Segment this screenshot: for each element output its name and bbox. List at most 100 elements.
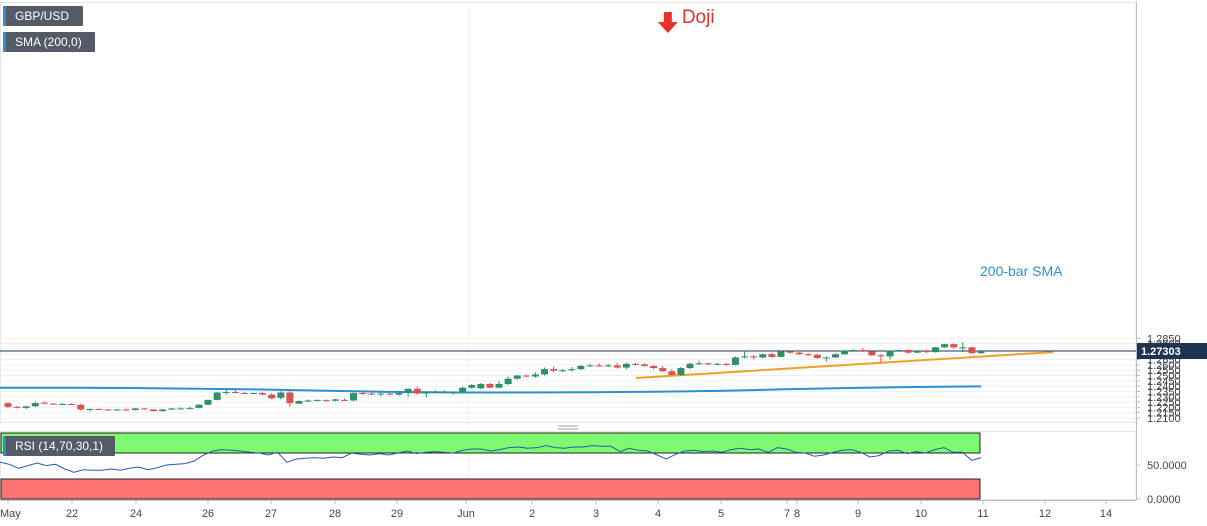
candle-body (741, 356, 749, 358)
candle (504, 376, 512, 386)
candle-body (431, 391, 439, 393)
candle-body (422, 391, 430, 394)
price-tag-text: 1.27303 (1141, 346, 1181, 358)
candle-body (459, 387, 467, 392)
y-tick-label: 1.2150 (1147, 408, 1181, 420)
rsi-oversold-band (0, 478, 981, 500)
candle-body (22, 406, 30, 408)
candle-body (340, 399, 348, 401)
candle (513, 374, 521, 380)
candle-body (759, 354, 767, 358)
symbol-label[interactable]: GBP/USD (3, 6, 83, 26)
candle-body (122, 409, 130, 411)
candle-body (450, 392, 458, 394)
candle (250, 392, 258, 395)
candle-body (904, 350, 912, 353)
candle-body (650, 365, 658, 369)
candle (204, 399, 212, 406)
candle-body (541, 369, 549, 375)
candle-body (404, 388, 412, 394)
candle (468, 384, 476, 389)
candle (440, 390, 448, 394)
candle (49, 403, 57, 405)
candle-body (631, 363, 639, 365)
candle-body (568, 369, 576, 371)
candle-body (877, 355, 885, 357)
candle (350, 392, 358, 402)
candle-body (222, 391, 230, 393)
candle-body (377, 393, 385, 395)
candle-body (704, 363, 712, 365)
candle-body (731, 357, 739, 365)
candle-body (968, 347, 976, 354)
candle-body (586, 365, 594, 367)
rsi-overbought-band (0, 432, 981, 454)
candle-body (722, 363, 730, 365)
candle-body (168, 408, 176, 410)
candle-body (4, 403, 12, 407)
candle (368, 392, 376, 396)
x-tick-label: 7 (784, 508, 790, 520)
rsi-line (0, 445, 982, 473)
candle (159, 408, 167, 412)
candle-body (40, 402, 48, 404)
candle-body (277, 392, 285, 398)
x-tick-label: 22 (66, 508, 78, 520)
candle (77, 403, 85, 411)
y-tick-label: 1.2500 (1147, 371, 1181, 383)
candle (895, 349, 903, 352)
candle-body (813, 354, 821, 358)
candle (968, 346, 976, 354)
candle (704, 362, 712, 366)
rsi-indicator-label[interactable]: RSI (14,70,30,1) (3, 436, 115, 456)
candle (340, 398, 348, 401)
candle (686, 362, 694, 370)
sma-indicator-label[interactable]: SMA (200,0) (3, 32, 95, 52)
sma-200-line (0, 385, 982, 394)
candle-body (413, 388, 421, 394)
candle-body (49, 403, 57, 405)
candle-body (286, 392, 294, 404)
candle-body (768, 354, 776, 357)
candle-body (59, 403, 67, 405)
candle-body (550, 369, 558, 371)
candle (277, 391, 285, 400)
candle (4, 402, 12, 408)
candle (541, 367, 549, 376)
candle-body (213, 392, 221, 400)
candle-body (204, 399, 212, 405)
candle-body (668, 371, 676, 375)
rsi-layer (0, 445, 982, 473)
sma-layer (0, 385, 982, 394)
candle-body (932, 347, 940, 353)
candle (795, 352, 803, 355)
candle-body (504, 378, 512, 384)
candle (650, 364, 658, 370)
candle (95, 408, 103, 411)
candle-body (686, 363, 694, 369)
candle-body (486, 384, 494, 388)
doji-arrow-icon (657, 12, 678, 33)
candle (832, 353, 840, 358)
candle (450, 391, 458, 395)
candle (422, 391, 430, 398)
candle (841, 350, 849, 355)
candle (495, 380, 503, 389)
candle (641, 363, 649, 367)
candle (413, 386, 421, 395)
candle-body (86, 408, 94, 411)
candle-body (604, 365, 612, 367)
candle-body (659, 368, 667, 372)
candle (577, 364, 585, 371)
candle-body (195, 404, 203, 408)
candle-body (95, 408, 103, 410)
candle (268, 393, 276, 400)
candle (104, 408, 112, 411)
x-tick-label: 29 (391, 508, 403, 520)
candle (377, 392, 385, 397)
candle-body (140, 408, 148, 410)
candle (231, 389, 239, 394)
x-tick-label: May (0, 508, 21, 520)
candle (550, 366, 558, 373)
